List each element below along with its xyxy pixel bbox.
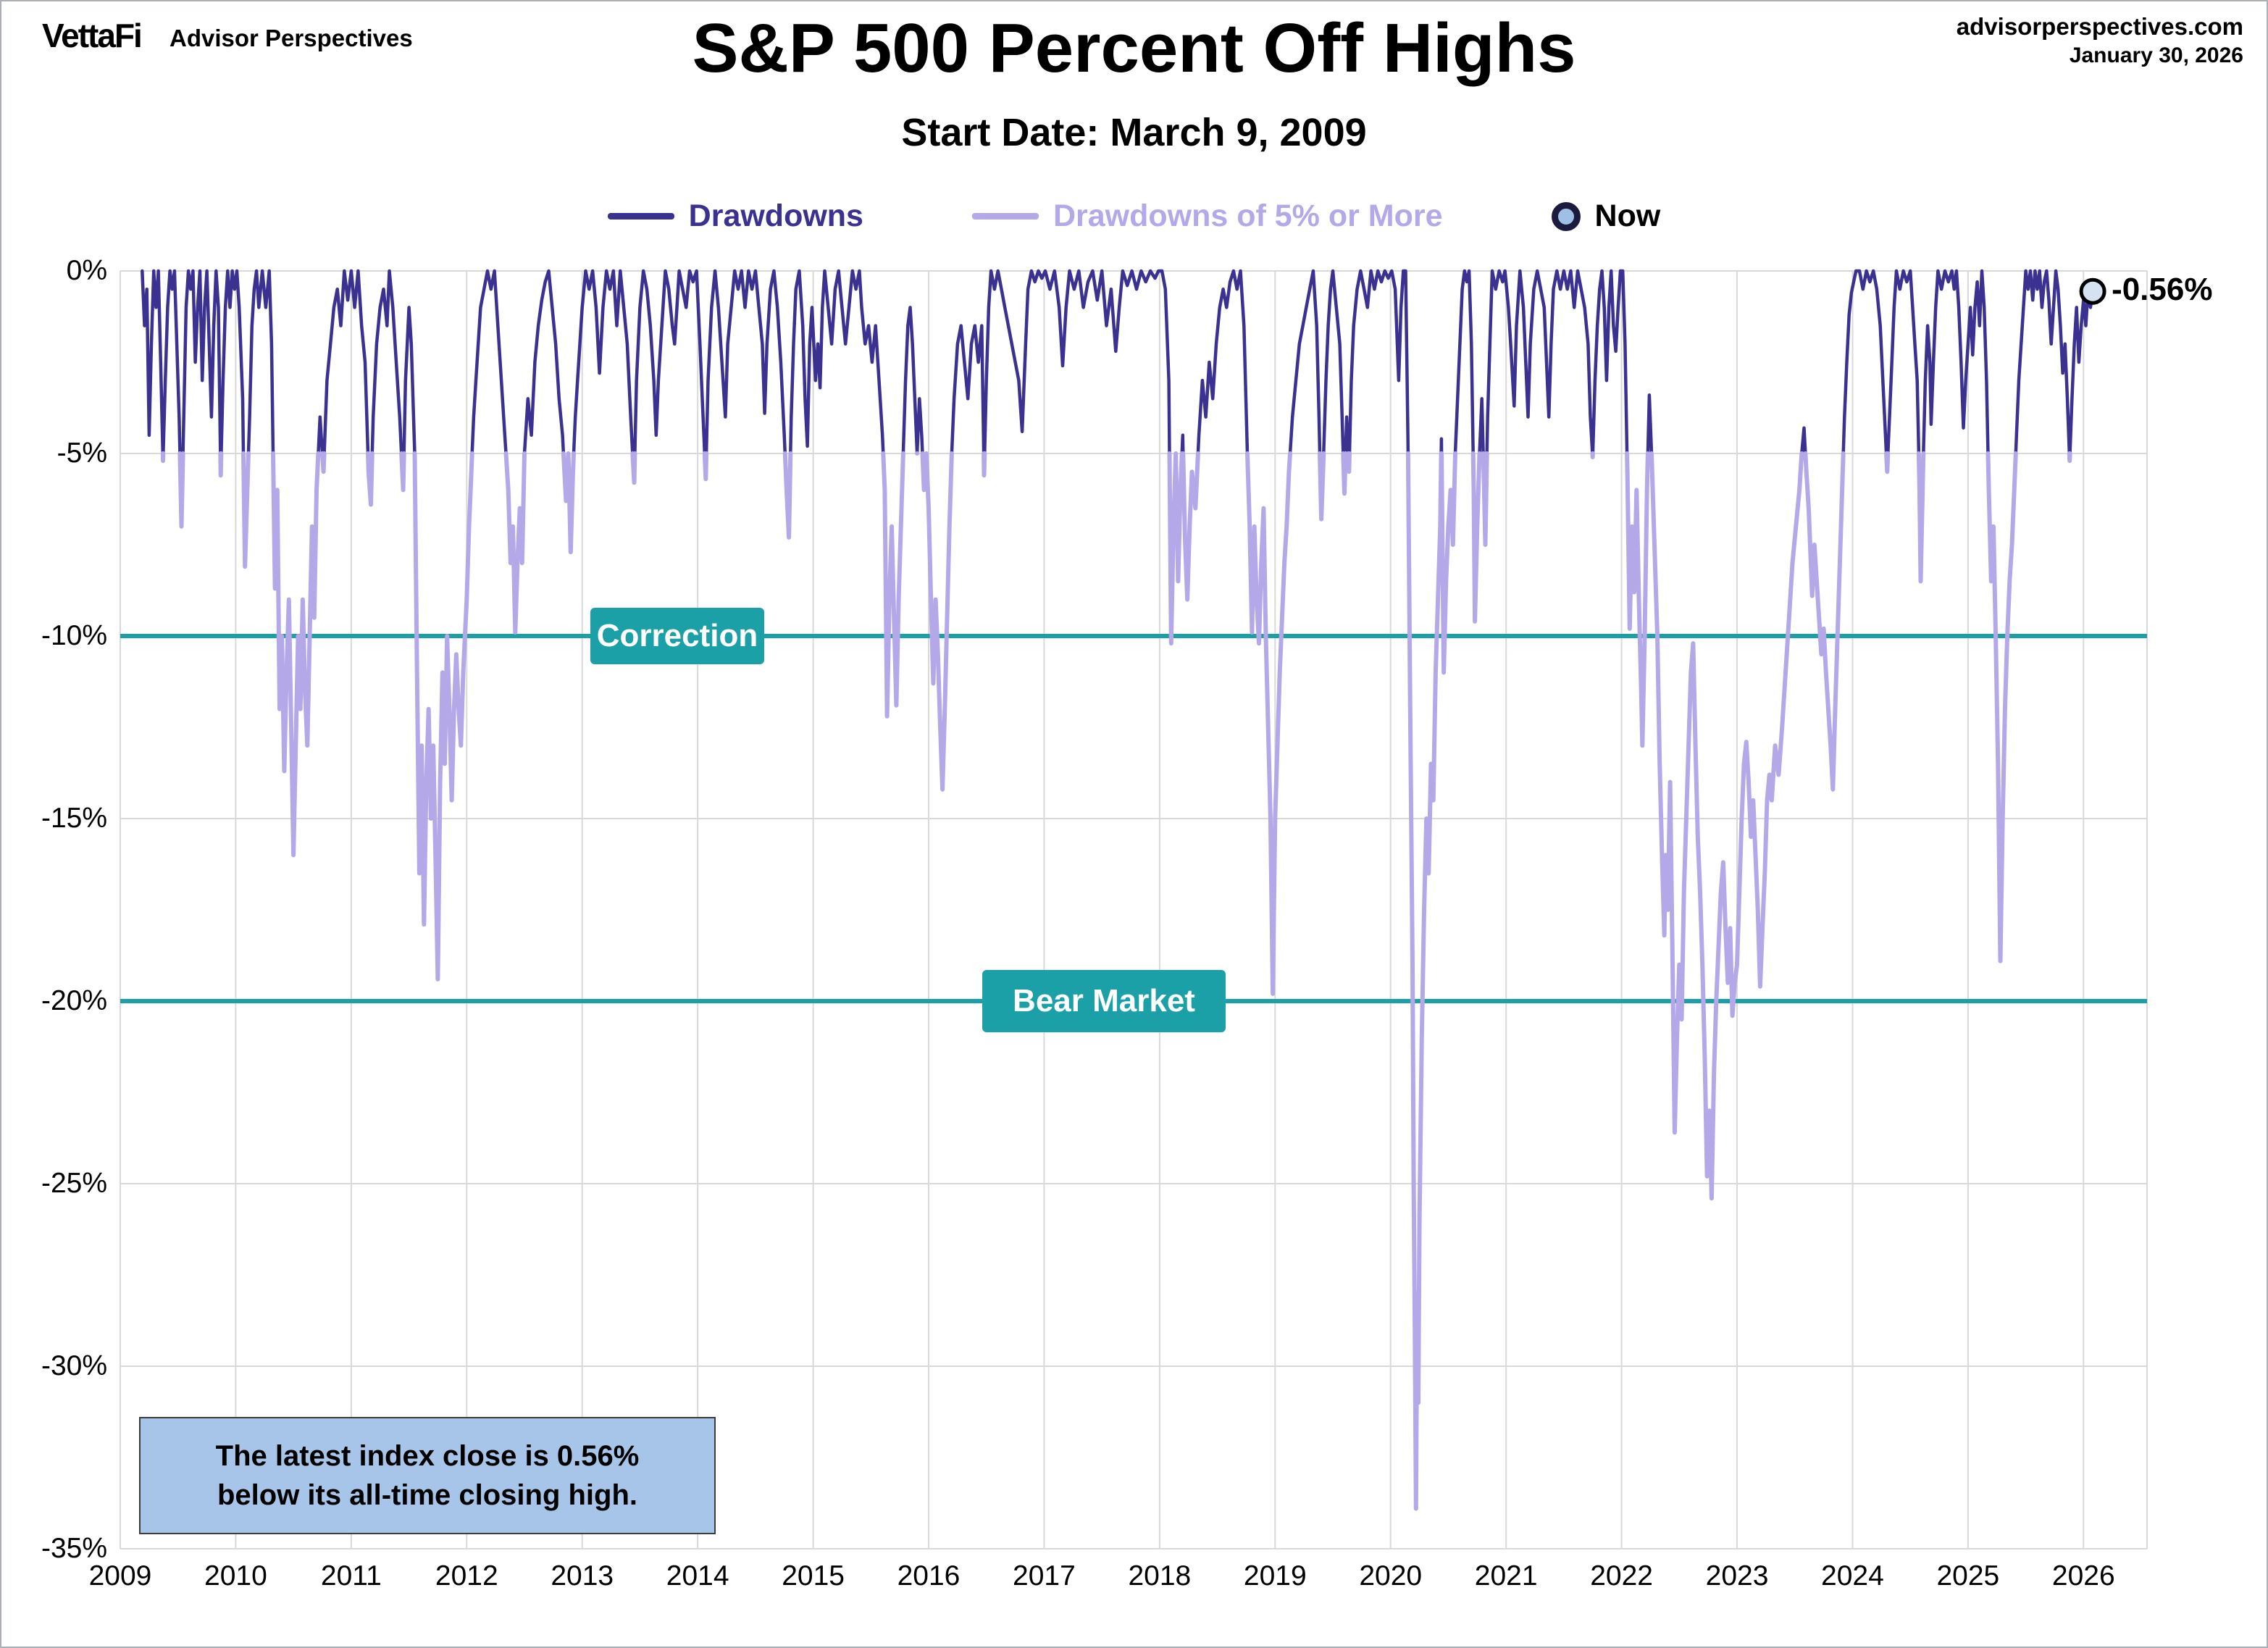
advisor-perspectives-label: Advisor Perspectives <box>170 25 413 51</box>
y-axis-label: -10% <box>41 620 107 651</box>
note-line-1: The latest index close is 0.56% <box>215 1440 640 1472</box>
legend-item-now: Now <box>1551 198 1661 234</box>
legend: Drawdowns Drawdowns of 5% or More Now <box>1 198 2267 234</box>
x-axis-label: 2019 <box>1243 1560 1307 1591</box>
now-marker <box>2079 277 2106 305</box>
x-axis-label: 2025 <box>1936 1560 2000 1591</box>
now-marker-icon <box>1551 201 1581 231</box>
x-axis-label: 2010 <box>204 1560 267 1591</box>
y-axis-label: 0% <box>66 255 107 286</box>
correction-label: Correction <box>590 608 764 664</box>
x-axis-label: 2013 <box>551 1560 614 1591</box>
x-axis-label: 2023 <box>1705 1560 1769 1591</box>
x-axis-label: 2015 <box>782 1560 845 1591</box>
x-axis-label: 2021 <box>1474 1560 1538 1591</box>
x-axis-label: 2018 <box>1128 1560 1192 1591</box>
deep-drawdowns-line-swatch <box>971 213 1039 219</box>
legend-item-deep-drawdowns: Drawdowns of 5% or More <box>971 198 1443 234</box>
legend-label-deep-drawdowns: Drawdowns of 5% or More <box>1053 198 1443 233</box>
drawdowns-series-line <box>141 269 2095 456</box>
x-axis-label: 2011 <box>320 1560 382 1591</box>
vettafi-logo: VettaFi <box>42 17 143 54</box>
x-axis-label: 2012 <box>435 1560 498 1591</box>
x-axis-label: 2024 <box>1821 1560 1884 1591</box>
y-axis-label: -5% <box>57 438 107 469</box>
y-axis-label: -20% <box>41 985 107 1016</box>
y-axis-label: -25% <box>41 1168 107 1199</box>
x-axis-label: 2017 <box>1013 1560 1076 1591</box>
x-axis-label: 2026 <box>2051 1560 2115 1591</box>
x-axis-label: 2009 <box>88 1560 152 1591</box>
x-axis-label: 2016 <box>897 1560 961 1591</box>
chart-subtitle: Start Date: March 9, 2009 <box>901 111 1367 154</box>
x-axis-label: 2014 <box>666 1560 729 1591</box>
drawdowns-line-swatch <box>607 213 674 219</box>
y-axis-label: -15% <box>41 803 107 834</box>
y-axis-label: -35% <box>41 1533 107 1564</box>
x-axis-label: 2022 <box>1590 1560 1653 1591</box>
source-date: January 30, 2026 <box>2069 43 2243 67</box>
legend-item-drawdowns: Drawdowns <box>607 198 863 234</box>
legend-label-drawdowns: Drawdowns <box>688 198 863 233</box>
source-block: advisorperspectives.com January 30, 2026 <box>1957 13 2243 68</box>
source-url: advisorperspectives.com <box>1956 13 2243 40</box>
y-axis-label: -30% <box>41 1350 107 1381</box>
now-value-label: -0.56% <box>2112 272 2213 308</box>
note-line-2: below its all-time closing high. <box>217 1479 638 1511</box>
bear-market-label: Bear Market <box>982 970 1226 1032</box>
x-axis-label: 2020 <box>1359 1560 1423 1591</box>
legend-label-now: Now <box>1594 198 1661 233</box>
deep-drawdowns-series-line <box>160 451 2072 1511</box>
latest-close-note: The latest index close is 0.56% below it… <box>139 1417 716 1534</box>
chart-title: S&P 500 Percent Off Highs <box>692 9 1576 87</box>
